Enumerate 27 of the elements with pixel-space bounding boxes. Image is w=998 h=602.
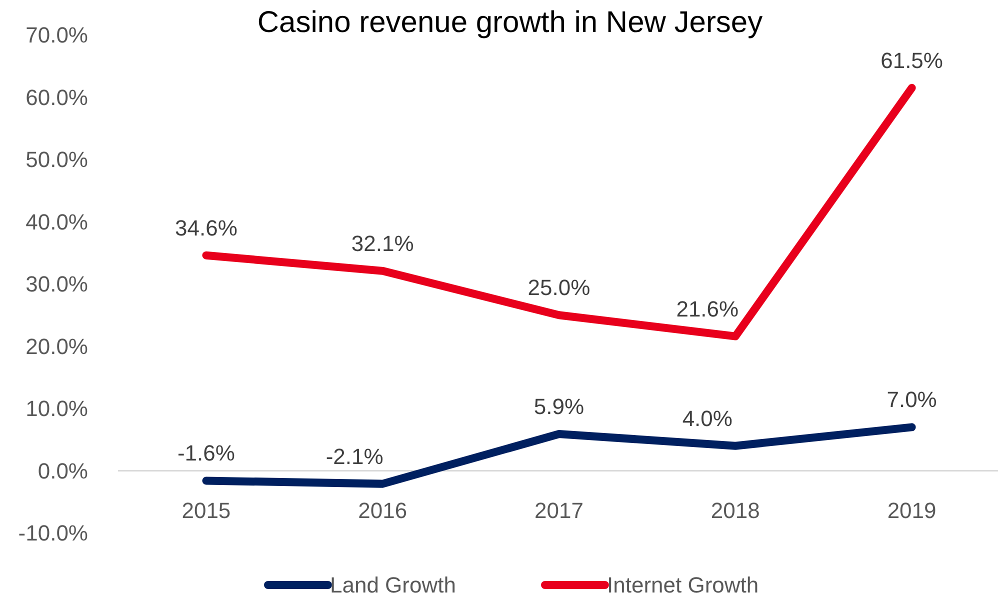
x-tick-label: 2018 <box>710 498 760 523</box>
x-tick-label: 2017 <box>534 498 584 523</box>
y-tick-label: 10.0% <box>26 396 88 422</box>
data-label: 34.6% <box>175 215 238 240</box>
y-tick-label: 60.0% <box>26 84 88 110</box>
x-tick-label: 2016 <box>358 498 408 523</box>
x-tick-label: 2015 <box>182 498 231 523</box>
data-label: 4.0% <box>682 406 732 431</box>
chart-title: Casino revenue growth in New Jersey <box>257 6 763 39</box>
data-label: 25.0% <box>528 275 590 300</box>
data-label: 5.9% <box>534 394 584 420</box>
y-tick-label: 30.0% <box>26 272 88 297</box>
data-label: -1.6% <box>177 440 235 466</box>
data-label: 21.6% <box>676 296 739 322</box>
y-tick-label: -10.0% <box>18 520 88 546</box>
y-tick-label: 20.0% <box>26 334 88 359</box>
y-tick-label: 50.0% <box>26 147 88 172</box>
x-tick-label: 2019 <box>887 498 936 523</box>
data-label: 32.1% <box>351 230 414 256</box>
data-label: -2.1% <box>326 444 384 469</box>
legend-label: Land Growth <box>330 572 456 598</box>
y-tick-label: 0.0% <box>38 458 88 484</box>
data-label: 7.0% <box>886 387 937 412</box>
y-tick-label: 70.0% <box>26 22 88 48</box>
y-tick-label: 40.0% <box>26 209 88 234</box>
legend-label: Internet Growth <box>607 572 759 598</box>
data-label: 61.5% <box>880 48 943 73</box>
